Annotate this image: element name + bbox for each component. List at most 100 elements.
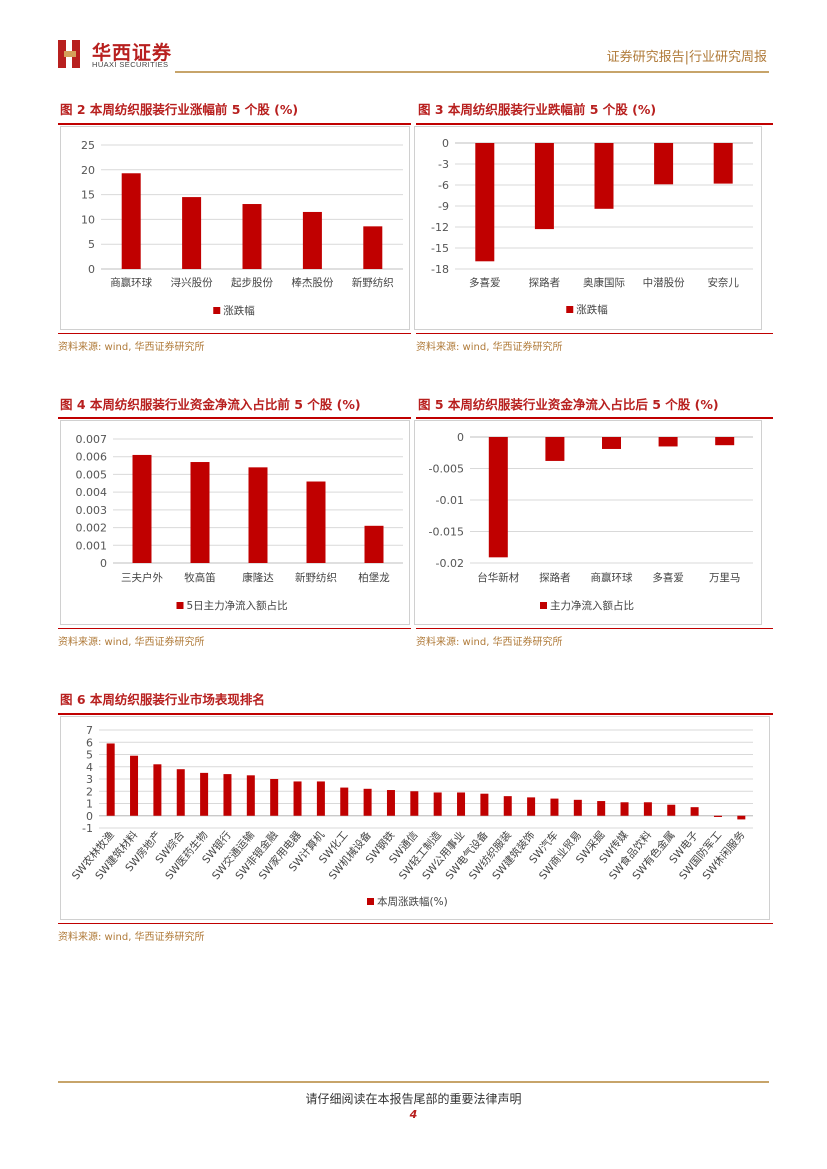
y-tick-label: 0 [457, 431, 464, 444]
y-tick-label: 20 [81, 164, 95, 177]
bar [306, 481, 326, 563]
y-tick-label: 2 [86, 785, 93, 798]
y-tick-label: 4 [86, 761, 93, 774]
x-tick-label: 探路者 [529, 276, 561, 289]
x-tick-label: 万里马 [709, 572, 741, 584]
figure-2-bottom-rule [58, 333, 411, 334]
legend-label: 本周涨跌幅(%) [377, 895, 448, 908]
y-tick-label: 7 [86, 724, 93, 737]
y-tick-label: -1 [82, 822, 93, 835]
figure-5-title: 图 5 本周纺织服装行业资金净流入占比后 5 个股 (%) [418, 397, 719, 412]
bar [248, 467, 268, 563]
logo-text-en: HUAXI SECURITIES [92, 60, 169, 69]
x-tick-label: 起步股份 [231, 277, 273, 289]
bar [602, 437, 621, 449]
figure-2-rule [58, 123, 411, 125]
x-tick-label: 奥康国际 [583, 276, 625, 289]
bar [121, 173, 141, 269]
figure-3-title: 图 3 本周纺织服装行业跌幅前 5 个股 (%) [418, 102, 657, 117]
y-tick-label: 0.005 [76, 468, 108, 481]
bar [643, 802, 652, 816]
bar [386, 790, 395, 816]
y-tick-label: 0.004 [76, 486, 108, 499]
bar [132, 454, 152, 563]
y-tick-label: -0.02 [436, 557, 464, 570]
bar [410, 791, 419, 816]
bar [654, 143, 674, 185]
logo-text-cn: 华西证券 [92, 42, 173, 64]
figure-4-title: 图 4 本周纺织服装行业资金净流入占比前 5 个股 (%) [60, 397, 361, 412]
y-tick-label: 5 [86, 749, 93, 762]
y-tick-label: 5 [88, 238, 95, 251]
legend-swatch [566, 306, 574, 313]
y-tick-label: 0 [86, 810, 93, 823]
x-tick-label: 新野纺织 [352, 276, 394, 289]
x-tick-label: 多喜爱 [652, 571, 684, 584]
figure-2-chart: 0 5 10 15 20 25 商赢环球 浔兴股份 起步股份 棒杰股份 新野纺织 涨跌幅 [60, 126, 410, 330]
figure-6-source: 资料来源: wind, 华西证券研究所 [58, 932, 205, 943]
x-tick-label: 商赢环球 [110, 276, 152, 289]
legend-label: 5日主力净流入额占比 [187, 599, 288, 612]
bar [130, 755, 139, 816]
bar [713, 143, 733, 184]
bar [200, 772, 209, 816]
figure-3-chart: 0 -3 -6 -9 -12 -15 -18 多喜爱 探路者 奥康国际 中潜股份 安奈儿 涨跌幅 [414, 126, 762, 330]
y-tick-label: 0.003 [76, 504, 108, 517]
y-tick-label: -12 [431, 221, 449, 234]
x-tick-label: 安奈儿 [707, 276, 739, 289]
figure-2-source: 资料来源: wind, 华西证券研究所 [58, 342, 205, 353]
legend-swatch [213, 307, 221, 314]
figure-5-rule [416, 417, 773, 419]
bar [534, 143, 554, 230]
bar [503, 796, 512, 816]
bar [270, 779, 279, 816]
bar [316, 781, 325, 816]
bar [223, 774, 232, 816]
figure-6-bottom-rule [58, 923, 773, 924]
bar [190, 462, 210, 563]
y-tick-label: 0.006 [76, 451, 108, 464]
bar [242, 204, 262, 269]
bar [667, 804, 676, 816]
legend-swatch [367, 898, 374, 905]
y-tick-label: 0 [442, 137, 449, 150]
bar [340, 787, 349, 816]
figure-4-chart: 0 0.001 0.002 0.003 0.004 0.005 0.006 0.007 三夫户外… [60, 420, 410, 625]
figure-5-source: 资料来源: wind, 华西证券研究所 [416, 637, 563, 648]
y-tick-label: -9 [438, 200, 449, 213]
figure-6-rule [58, 713, 773, 715]
x-tick-label: 中潜股份 [643, 276, 685, 289]
y-tick-label: -15 [431, 242, 449, 255]
bar [302, 211, 322, 269]
y-tick-label: -18 [431, 263, 449, 276]
bar [527, 797, 536, 816]
report-type-label: 证券研究报告|行业研究周报 [606, 50, 767, 65]
y-tick-label: 0.007 [76, 433, 108, 446]
huaxi-logo-icon [58, 40, 80, 68]
bar [182, 197, 202, 269]
y-tick-label: 0.002 [76, 522, 108, 535]
x-tick-label: 台华新材 [477, 571, 519, 584]
figure-5-chart: 0 -0.005 -0.01 -0.015 -0.02 台华新材 探路者 商赢环球 多喜爱 万里马… [414, 420, 762, 625]
y-tick-label: -3 [438, 158, 449, 171]
bar [363, 226, 383, 269]
bar [457, 792, 466, 816]
bar [488, 437, 508, 558]
bar [246, 775, 255, 816]
y-tick-label: 10 [81, 213, 95, 226]
bar [475, 143, 495, 262]
bar [715, 437, 735, 446]
y-tick-label: 0 [88, 263, 95, 276]
figure-6-title: 图 6 本周纺织服装行业市场表现排名 [60, 692, 265, 707]
bar [713, 815, 722, 817]
figure-4-rule [58, 417, 411, 419]
figure-3-rule [416, 123, 773, 125]
legend-label: 涨跌幅 [223, 304, 255, 317]
fig6-svg: -101234567SW农林牧渔SW建筑材料SW房地产SW综合SW医药生物SW银… [69, 724, 753, 908]
bar [658, 437, 678, 447]
bar [737, 815, 746, 820]
x-tick-label: 牧高笛 [184, 571, 216, 584]
figure-4-source: 资料来源: wind, 华西证券研究所 [58, 637, 205, 648]
